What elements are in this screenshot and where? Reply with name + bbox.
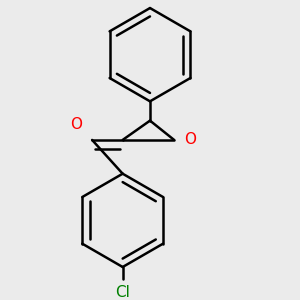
Text: Cl: Cl xyxy=(115,285,130,300)
Text: O: O xyxy=(70,117,82,132)
Text: O: O xyxy=(184,132,196,147)
